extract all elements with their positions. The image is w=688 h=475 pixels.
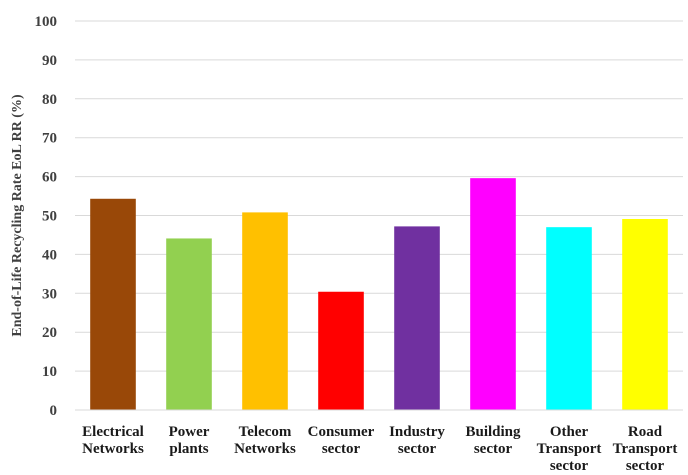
bar — [166, 238, 212, 410]
y-axis-title: End-of-Life Recycling Rate EoL RR (%) — [10, 94, 25, 337]
y-tick-label: 60 — [42, 170, 57, 186]
y-tick-label: 40 — [42, 247, 57, 263]
bars — [90, 178, 668, 410]
y-tick-label: 90 — [42, 53, 57, 69]
x-category-label: Industry sector — [389, 424, 445, 457]
x-category-label: Road Transport sector — [613, 424, 678, 474]
bar — [394, 226, 440, 410]
bar — [318, 291, 364, 410]
x-axis-labels: Electrical Networks Power plants Telecom Netw… — [82, 424, 677, 474]
y-tick-label: 30 — [42, 286, 57, 302]
y-tick-label: 0 — [50, 403, 58, 419]
x-category-label: Electrical Networks — [82, 424, 144, 457]
x-category-label: Other Transport sector — [537, 424, 602, 474]
x-category-label: Power plants — [169, 424, 210, 457]
y-tick-label: 20 — [42, 325, 57, 341]
bar — [242, 212, 288, 410]
bar — [90, 198, 136, 410]
y-tick-label: 50 — [42, 209, 57, 225]
x-category-label: Building sector — [465, 424, 521, 457]
x-category-label: Consumer sector — [308, 424, 375, 457]
y-tick-label: 80 — [42, 92, 57, 108]
bar — [546, 227, 592, 410]
y-tick-label: 10 — [42, 364, 57, 380]
bar — [470, 178, 516, 410]
y-tick-label: 100 — [35, 14, 58, 30]
y-tick-label: 70 — [42, 131, 57, 147]
y-axis-ticks: 0 10 20 30 40 50 60 70 80 90 100 — [35, 14, 58, 419]
x-category-label: Telecom Networks — [234, 424, 296, 457]
bar — [622, 219, 668, 410]
